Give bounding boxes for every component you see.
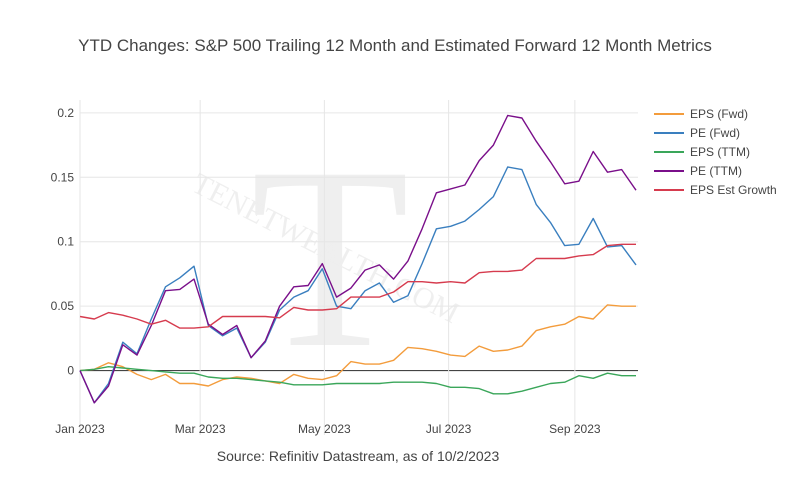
- y-tick-label: 0.15: [51, 170, 75, 184]
- watermark-letter: T: [251, 114, 410, 402]
- legend-item[interactable]: EPS (Fwd): [654, 107, 748, 121]
- legend-label: EPS (Fwd): [690, 107, 748, 121]
- legend-label: EPS Est Growth: [690, 183, 777, 197]
- legend-item[interactable]: EPS Est Growth: [654, 183, 777, 197]
- series-line-eps-ttm: [79, 366, 636, 395]
- x-tick-label: May 2023: [298, 422, 351, 436]
- x-axis: Jan 2023 Mar 2023 May 2023 Jul 2023 Sep 2023: [55, 422, 601, 436]
- legend-item[interactable]: PE (Fwd): [654, 126, 740, 140]
- y-tick-label: 0.2: [57, 106, 74, 120]
- series-line-pe-ttm: [79, 114, 637, 404]
- series-lines: [79, 114, 637, 404]
- x-tick-label: Mar 2023: [175, 422, 226, 436]
- y-tick-label: 0.05: [51, 299, 75, 313]
- legend-label: EPS (TTM): [690, 145, 750, 159]
- watermark: T TENETWEALTH.COM: [187, 114, 465, 402]
- legend-item[interactable]: EPS (TTM): [654, 145, 750, 159]
- x-tick-label: Jul 2023: [426, 422, 472, 436]
- chart-title: YTD Changes: S&P 500 Trailing 12 Month a…: [78, 36, 712, 55]
- legend-label: PE (Fwd): [690, 126, 740, 140]
- series-line-pe-fwd: [79, 166, 637, 404]
- y-axis: 0 0.05 0.1 0.15 0.2: [51, 106, 75, 378]
- legend-label: PE (TTM): [690, 164, 742, 178]
- x-tick-label: Jan 2023: [55, 422, 105, 436]
- legend-item[interactable]: PE (TTM): [654, 164, 742, 178]
- y-tick-label: 0: [67, 364, 74, 378]
- source-note: Source: Refinitiv Datastream, as of 10/2…: [217, 448, 500, 464]
- series-line-eps-est-growth: [79, 243, 636, 329]
- x-tick-label: Sep 2023: [549, 422, 601, 436]
- series-line-eps-fwd: [79, 304, 636, 387]
- legend: EPS (Fwd) PE (Fwd) EPS (TTM) PE (TTM) EPS Es…: [654, 107, 777, 197]
- y-tick-label: 0.1: [57, 235, 74, 249]
